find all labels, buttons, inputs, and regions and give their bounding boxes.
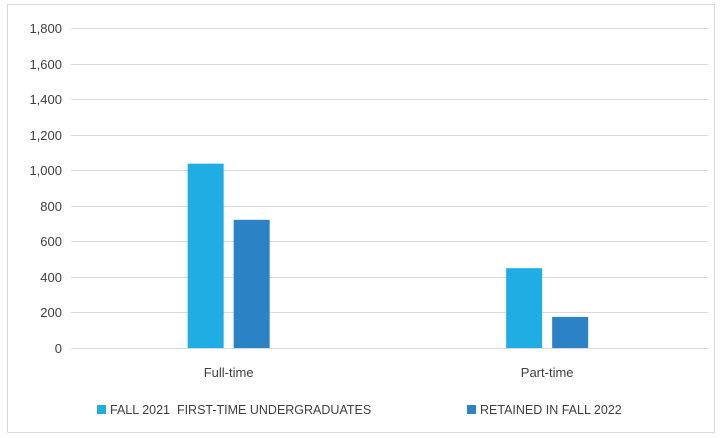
y-tick-label: 600 <box>40 234 62 249</box>
x-axis-categories: Full-time Part-time <box>204 365 574 380</box>
legend: FALL 2021 FIRST-TIME UNDERGRADUATES RETAI… <box>97 403 622 417</box>
bar-full-time-series-1 <box>187 163 224 348</box>
y-axis-ticks: 0 200 400 600 800 1,000 1,200 1,400 1,600 1,800 <box>29 21 62 356</box>
y-tick-label: 0 <box>55 341 62 356</box>
y-tick-label: 1,400 <box>29 92 62 107</box>
x-category-label: Full-time <box>204 365 254 380</box>
legend-label: RETAINED IN FALL 2022 <box>480 403 622 417</box>
chart-frame <box>7 4 715 433</box>
bars <box>187 163 589 348</box>
legend-swatch <box>97 405 106 414</box>
bar-part-time-series-1 <box>506 268 543 348</box>
y-tick-label: 1,000 <box>29 163 62 178</box>
legend-swatch <box>467 405 476 414</box>
bar-full-time-series-2 <box>233 219 270 348</box>
y-tick-label: 800 <box>40 199 62 214</box>
y-tick-label: 1,600 <box>29 57 62 72</box>
x-category-label: Part-time <box>521 365 574 380</box>
y-tick-label: 400 <box>40 270 62 285</box>
y-tick-label: 1,800 <box>29 21 62 36</box>
bar-part-time-series-2 <box>552 316 589 348</box>
legend-label: FALL 2021 FIRST-TIME UNDERGRADUATES <box>110 403 371 417</box>
gridlines <box>71 28 708 349</box>
y-tick-label: 200 <box>40 305 62 320</box>
y-tick-label: 1,200 <box>29 128 62 143</box>
